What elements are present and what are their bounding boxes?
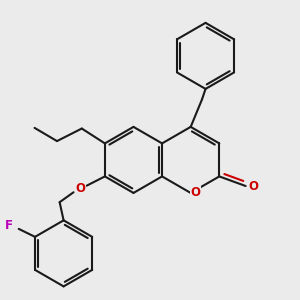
Text: O: O [248, 179, 258, 193]
Text: F: F [5, 219, 13, 232]
Text: O: O [190, 186, 201, 200]
Text: O: O [75, 182, 85, 196]
